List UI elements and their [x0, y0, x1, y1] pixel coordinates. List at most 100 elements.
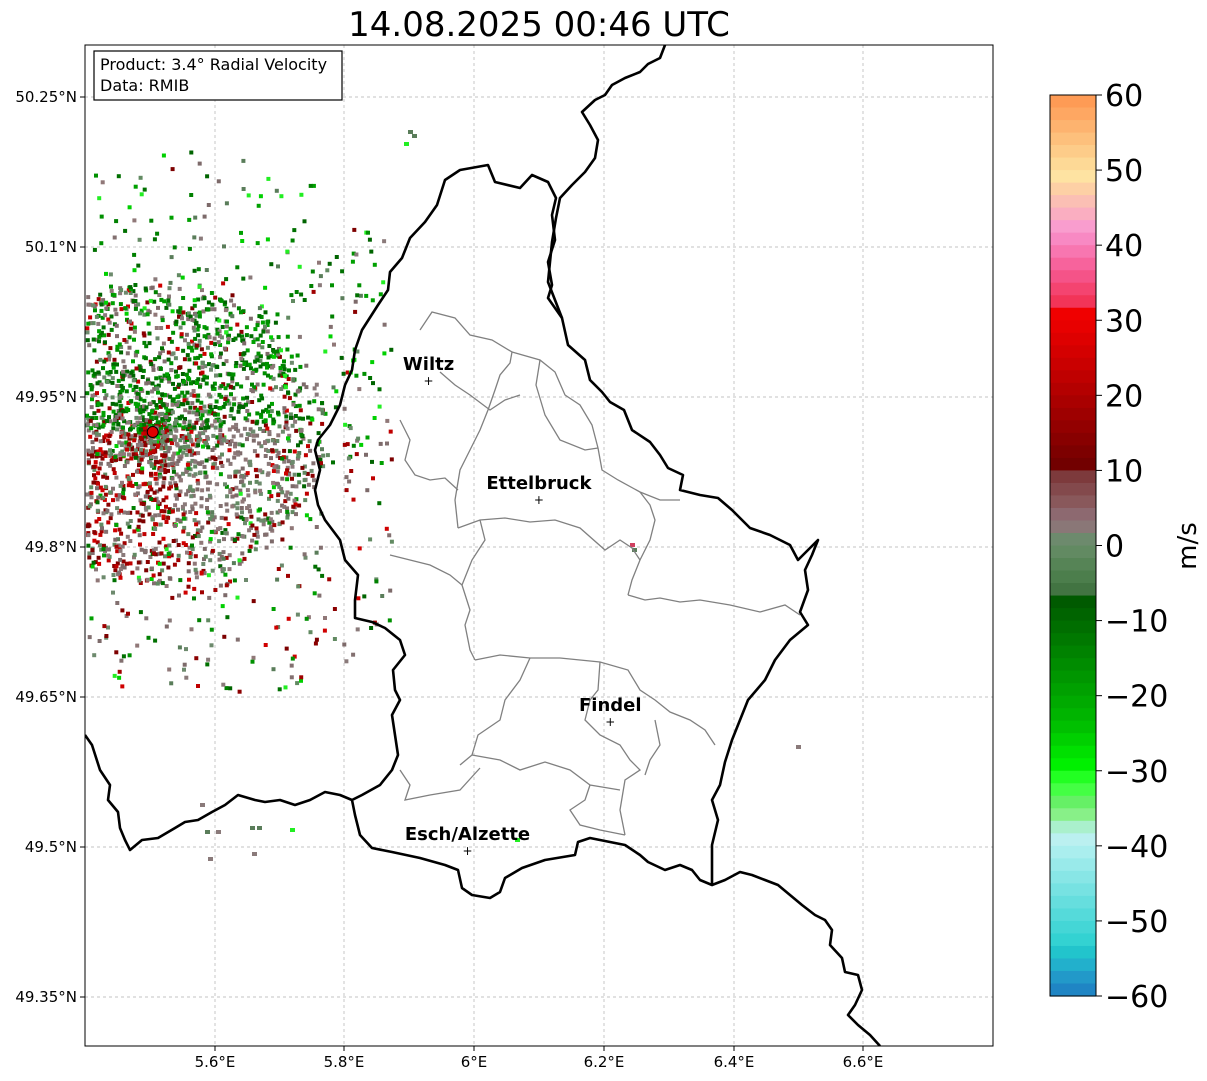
radar-echo-bin — [294, 512, 298, 517]
radar-echo-bin — [119, 658, 124, 663]
radar-echo-bin — [95, 508, 100, 513]
radar-echo-bin — [255, 320, 260, 325]
radar-echo-bin — [287, 368, 291, 373]
radar-echo-bin — [213, 405, 218, 409]
radar-echo-bin — [193, 215, 198, 220]
radar-echo-bin — [285, 515, 290, 520]
radar-echo-bin — [153, 527, 158, 531]
radar-echo-bin — [96, 408, 101, 413]
radar-echo-bin — [184, 467, 189, 472]
radar-echo-bin — [167, 294, 171, 299]
radar-echo-bin — [202, 214, 207, 219]
colorbar-segment — [1050, 445, 1096, 459]
radar-echo-bin — [121, 433, 125, 438]
radar-echo-bin — [255, 382, 260, 387]
radar-echo-bin — [219, 439, 224, 444]
radar-echo-bin — [258, 468, 263, 473]
radar-echo-bin — [168, 280, 173, 285]
radar-echo-bin — [145, 312, 150, 317]
radar-echo-bin — [242, 426, 247, 431]
radar-echo-bin — [99, 330, 104, 335]
colorbar-segment — [1050, 970, 1096, 985]
radar-echo-bin — [254, 421, 259, 426]
colorbar-segment — [1050, 545, 1096, 559]
radar-echo-bin — [95, 578, 100, 583]
radar-echo-bin — [151, 551, 156, 556]
radar-echo-bin — [296, 388, 301, 393]
colorbar-tick-label: −30 — [1105, 755, 1168, 790]
radar-echo-bin — [198, 236, 203, 241]
radar-echo-bin — [94, 416, 99, 420]
radar-echo-bin — [219, 384, 224, 389]
radar-echo-bin — [172, 245, 177, 250]
radar-echo-bin — [196, 451, 201, 456]
radar-echo-bin — [194, 320, 199, 325]
radar-echo-bin — [248, 275, 253, 280]
colorbar-segment — [1050, 795, 1096, 809]
radar-echo-bin — [286, 496, 291, 501]
radar-echo-bin — [342, 406, 347, 411]
radar-echo-bin — [191, 442, 195, 447]
radar-echo-bin — [194, 420, 199, 425]
radar-echo-bin — [241, 309, 246, 314]
radar-echo-bin — [164, 412, 169, 417]
radar-echo-bin — [98, 485, 103, 490]
radar-echo-bin — [234, 485, 239, 490]
radar-echo-bin — [87, 551, 92, 556]
radar-echo-bin — [236, 469, 241, 474]
radar-echo-bin — [265, 320, 270, 325]
radar-echo-bin — [114, 544, 119, 549]
radar-echo-bin — [121, 484, 126, 488]
colorbar-tick-label: 30 — [1105, 304, 1143, 339]
radar-echo-bin — [206, 520, 211, 525]
radar-echo-bin — [85, 330, 90, 335]
radar-echo-bin — [164, 520, 169, 524]
radar-echo-bin — [121, 559, 126, 564]
radar-echo-bin — [280, 490, 285, 495]
radar-echo-bin — [115, 601, 120, 605]
radar-echo-bin — [318, 457, 323, 462]
city-markers: +Wiltz+Ettelbruck+Findel+Esch/Alzette — [403, 354, 642, 858]
radar-echo-bin — [184, 452, 189, 457]
radar-echo-bin — [210, 568, 215, 573]
radar-echo-bin — [271, 667, 276, 672]
radar-echo-bin — [167, 543, 172, 548]
radar-echo-bin — [119, 508, 124, 513]
radar-echo-bin — [114, 475, 119, 480]
radar-echo-bin — [100, 315, 105, 320]
radar-echo-bin — [138, 542, 142, 547]
radar-echo-bin — [111, 362, 116, 367]
radar-echo-bin — [355, 627, 360, 632]
radar-echo-bin — [224, 330, 229, 335]
radar-echo-bin — [102, 420, 107, 425]
city-marker-icon: + — [462, 844, 472, 858]
radar-echo-bin — [234, 422, 239, 427]
radar-echo-bin — [193, 405, 198, 410]
radar-echo-bin — [96, 425, 101, 430]
radar-echo-bin — [118, 567, 123, 572]
radar-echo-bin — [248, 316, 253, 321]
radar-echo-bin — [275, 469, 280, 474]
radar-echo-bin — [154, 416, 159, 421]
radar-echo-bin — [131, 388, 136, 392]
radar-echo-bin — [174, 441, 179, 446]
radar-echo-bin — [239, 384, 244, 389]
radar-echo-bin — [333, 405, 338, 410]
radar-echo-bin — [191, 410, 196, 415]
radar-echo-bin — [94, 437, 99, 442]
radar-echo-bin — [187, 368, 192, 373]
radar-echo-bin — [148, 481, 152, 486]
radar-echo-bin — [201, 562, 206, 566]
radar-echo-bin — [357, 387, 362, 392]
radar-echo-bin — [124, 389, 129, 394]
radar-echo-bin — [116, 174, 121, 179]
radar-echo-bin — [159, 509, 164, 514]
radar-echo-bin — [176, 458, 181, 463]
radar-echo-bin — [205, 487, 210, 492]
radar-echo-bin — [270, 338, 275, 342]
radar-echo-bin — [174, 472, 179, 477]
radar-echo-bin — [147, 435, 152, 440]
info-product: Product: 3.4° Radial Velocity — [100, 55, 327, 74]
radar-echo-bin — [299, 678, 303, 683]
radar-echo-bin — [206, 332, 211, 337]
